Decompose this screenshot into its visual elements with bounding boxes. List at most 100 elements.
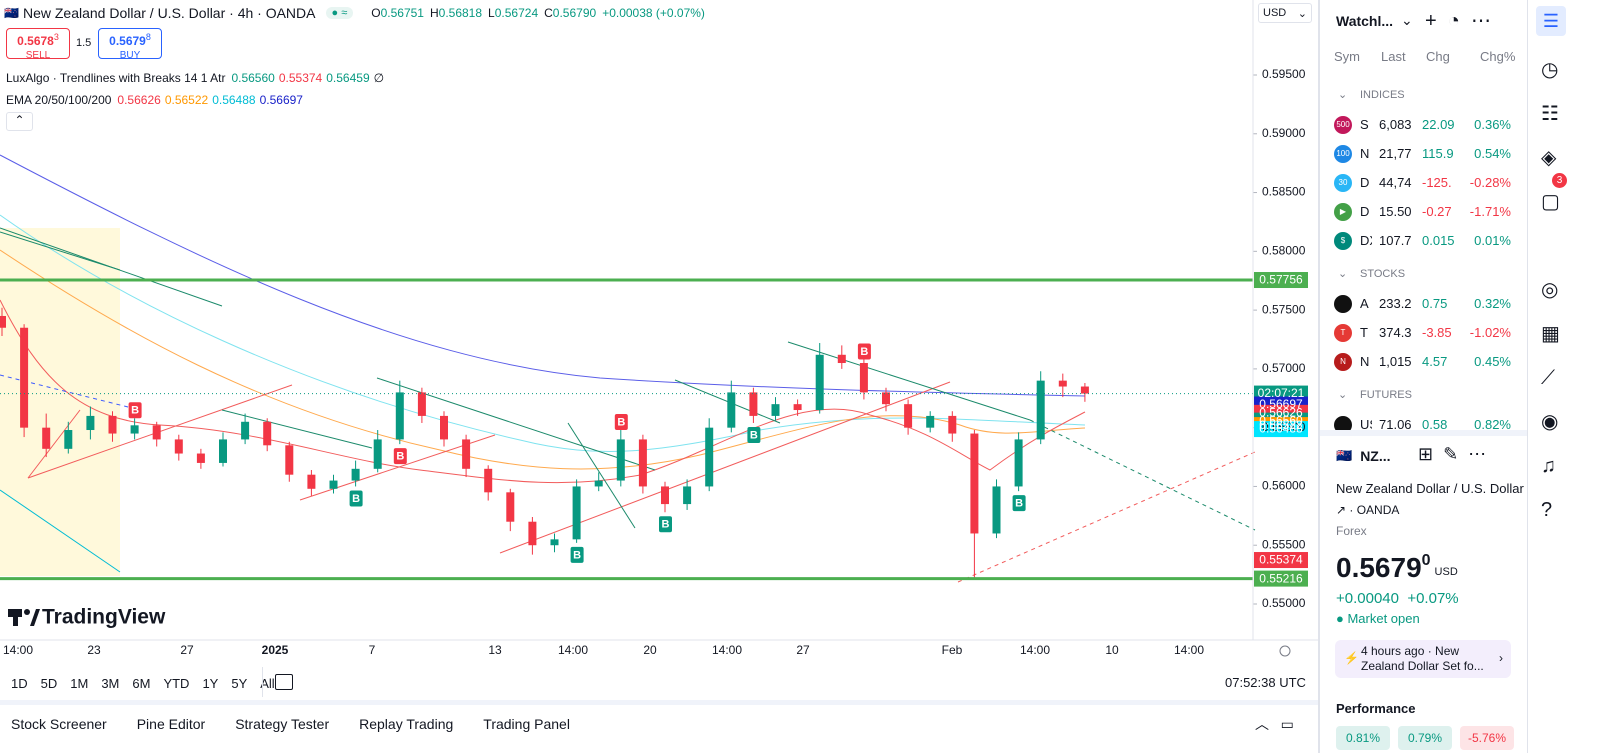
tab[interactable]: Replay Trading [359,716,454,732]
symbol[interactable]: New Zealand Dollar / U.S. Dollar · 4h · … [22,5,316,21]
candle-body [373,439,382,469]
details-tools[interactable]: ⊞ ✎ ⋯ [1418,444,1487,464]
status-pill[interactable]: ● ≈ [325,7,354,19]
range-button[interactable]: 6M [132,675,151,691]
price: 0.5679 [1336,552,1422,583]
collapse-panel[interactable]: ︿ ▭ [1255,716,1294,732]
change-pct: 0.01% [1474,233,1511,248]
marks: B B B B B B B B B [0,74,1308,605]
indicator-value: 0.56560 [231,71,275,85]
price-tag [1254,421,1308,438]
symbol: D [1360,175,1370,190]
section-header: ⌄ INDICES [1320,80,1527,109]
watchlist-row[interactable]: ▶ D 15.50 -0.27 -1.71% [1320,197,1527,226]
column-header: Sym [1334,49,1360,64]
collapse-button[interactable]: ⌃ [6,112,33,131]
watchlist-row[interactable]: N N 1,015 4.57 0.45% [1320,347,1527,376]
last: 1,015 [1379,354,1412,369]
y-tick-label: 0.56500 [1262,420,1306,434]
watchlist-row[interactable]: 100 N 21,77 115.9 0.54% [1320,139,1527,168]
range-button[interactable]: 1M [70,675,89,691]
signal-marker [614,414,628,431]
candle-body [572,486,581,540]
indicator-value: 0.55374 [278,71,323,85]
watchlist: Watchl... ⌄ + ◔ ⋯ Sym Last Chg Chg% ⌄ INDICES 5… [1320,0,1527,434]
change-pct: -0.28% [1469,175,1511,190]
sidebar-icons[interactable]: ◷ ☷ ◈ ▢ ◎ ▦ ⟋ ◉ ♫? [1541,59,1560,521]
watermark: TradingView [8,606,166,629]
candle-body [506,492,515,522]
watchlist-row[interactable]: US 71.06 0.58 0.82% [1320,410,1527,439]
range-button[interactable]: All [260,675,275,691]
candle-body [904,404,913,428]
range-button[interactable]: 1Y [202,675,219,691]
range-button[interactable]: 3M [101,675,120,691]
candle-body [462,439,471,469]
range-button[interactable]: 5D [40,675,58,691]
y-tick-label: 0.57500 [1262,302,1306,316]
symbol: N [1360,146,1370,161]
symbol: D [1360,204,1370,219]
candle-body [528,521,537,546]
change-pct: 0.45% [1474,354,1511,369]
buy-button[interactable]: 0.56798 BUY [98,28,162,61]
symbol-icon: 500 [1334,115,1352,134]
buy-pip: 8 [145,32,151,42]
range-button[interactable]: 1D [11,675,28,691]
indicator-value: 0.56488 [212,93,256,107]
indicator: LuxAlgo · Trendlines with Breaks 14 1 At… [6,67,384,89]
details-symbol: 🇳🇿 NZ... [1336,448,1391,464]
last: 6,083 [1379,117,1412,132]
x-tick-label: 14:00 [3,643,33,657]
section-header: ⌄ FUTURES [1320,380,1527,409]
indicator-value: 0.56626 [117,93,161,107]
candle-body [395,392,404,440]
range-button[interactable]: 5Y [231,675,248,691]
candle-body [683,486,692,505]
indicator-value: 0.56697 [259,93,303,107]
signal-label: B [352,493,360,505]
symbol-icon [1334,415,1352,434]
change-pct: 0.82% [1474,417,1511,432]
candle-body [196,453,205,463]
exchange: OANDA [1356,503,1400,517]
section-caret: ⌄ [1338,268,1348,280]
change: 4.57 [1422,354,1448,369]
tab[interactable]: Stock Screener [11,716,107,732]
candle-body [594,480,603,487]
signal-marker [747,426,761,443]
sell-button[interactable]: 0.56783 SELL [6,28,70,61]
watchlist-name: Watchl... [1336,12,1394,29]
watchlist-row[interactable]: 30 D 44,74 -125. -0.28% [1320,168,1527,197]
status: Market open [1347,611,1420,626]
price-currency: USD [1434,566,1458,578]
currency-select[interactable]: USD ⌄ [1258,3,1312,23]
watchlist-icon[interactable]: ☰ [1536,6,1566,36]
candle-body [661,486,669,505]
tab[interactable]: Strategy Tester [235,716,330,732]
tab[interactable]: Trading Panel [483,716,570,732]
symbol-icon: 30 [1334,173,1352,192]
watchlist-title[interactable]: Watchl... ⌄ [1336,12,1413,29]
symbol: T [1360,325,1368,340]
range-button[interactable]: YTD [163,675,190,691]
watchlist-row[interactable]: 500 S 6,083 22.09 0.36% [1320,110,1527,139]
candle-body [20,327,29,428]
watchlist-row[interactable]: T T 374.3 -3.85 -1.02% [1320,318,1527,347]
date-range-icon[interactable] [275,674,293,690]
watchlist-row[interactable]: $ DX 107.7 0.015 0.01% [1320,226,1527,255]
tab[interactable]: Pine Editor [136,716,206,732]
signal-marker [659,516,672,533]
price-tag-label: 0.56697 [1259,397,1303,411]
y-tick-label: 0.58500 [1262,185,1306,199]
legend-header: 🇳🇿 New Zealand Dollar / U.S. Dollar · 4h… [4,4,705,22]
settings-icon[interactable] [1279,645,1291,657]
x-tick-label: 13 [488,643,502,657]
candle-body [484,468,493,493]
watchlist-row[interactable]: A 233.2 0.75 0.32% [1320,289,1527,318]
news-card[interactable]: ⚡ 4 hours ago · New Zealand Dollar Set fo… [1335,640,1511,678]
change-pct: 0.32% [1474,296,1511,311]
watchlist-tools[interactable]: + ◔ ⋯ [1425,10,1491,32]
watermark-text: TradingView [42,606,166,629]
